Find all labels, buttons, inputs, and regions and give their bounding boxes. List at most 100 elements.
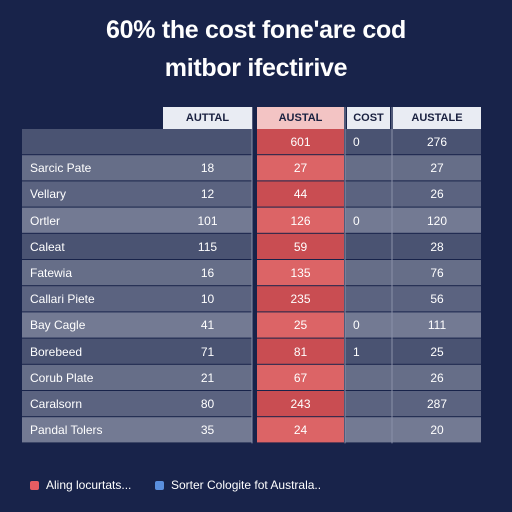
highlight-cell <box>257 155 344 181</box>
legend-red-label: Aling locurtats... <box>46 478 132 492</box>
highlight-cell <box>257 417 344 443</box>
row-label: Caralsorn <box>30 397 83 411</box>
highlight-cell <box>257 260 344 286</box>
row-label: Bay Cagle <box>30 318 86 333</box>
table-cell <box>347 260 390 286</box>
table-cell <box>347 181 390 207</box>
row-stripe-right <box>345 233 481 259</box>
table-cell <box>163 129 252 155</box>
highlight-cell <box>257 286 344 312</box>
table-cell: 71 <box>200 344 215 359</box>
legend-red-swatch <box>30 480 39 490</box>
table-cell: 25 <box>430 344 444 359</box>
row-stripe-right <box>345 312 481 338</box>
table-cell: 24 <box>293 423 308 438</box>
row-stripe-left <box>22 155 252 181</box>
column-header: COST <box>347 107 390 129</box>
row-stripe-left <box>22 338 252 364</box>
highlight-cell <box>257 181 344 207</box>
row-label: Fatewia <box>30 266 73 280</box>
table-cell: 12 <box>200 187 215 202</box>
column-header: AUTTAL <box>163 107 252 129</box>
table-cell: 27 <box>293 161 308 176</box>
table-cell: 135 <box>290 266 311 280</box>
table-cell: 10 <box>200 292 215 307</box>
table-cell: 28 <box>430 239 444 254</box>
table-cell <box>347 391 390 417</box>
table-cell: 44 <box>293 187 308 202</box>
table-cell: 27 <box>430 161 444 176</box>
row-label: Vellary <box>30 187 67 202</box>
table-cell: 601 <box>290 135 311 149</box>
legend-item-blue: Sorter Cologite fot Australa.. <box>155 478 321 492</box>
table-cell: 21 <box>200 370 215 385</box>
row-stripe-right <box>345 207 481 233</box>
table-cell: 81 <box>293 344 308 359</box>
row-stripe-right <box>345 364 481 390</box>
table-cell: 0 <box>353 318 360 333</box>
row-stripe-right <box>345 391 481 417</box>
table-cell: 111 <box>427 318 447 333</box>
row-stripe-right <box>345 338 481 364</box>
row-stripe-left <box>22 129 252 155</box>
table-cell: 26 <box>430 370 444 385</box>
legend-blue-label: Sorter Cologite fot Australa.. <box>171 478 322 492</box>
table-cell: 287 <box>426 397 448 411</box>
table-cell: 76 <box>430 266 444 280</box>
row-label: Corub Plate <box>30 370 94 385</box>
table-cell: 243 <box>290 397 311 411</box>
highlight-cell <box>257 338 344 364</box>
table-cell <box>347 286 390 312</box>
row-stripe-left <box>22 286 252 312</box>
row-label: Borebeed <box>30 344 83 359</box>
row-label: Sarcic Pate <box>30 161 92 176</box>
column-header: AUSTALE <box>393 107 481 129</box>
row-stripe-right <box>345 260 481 286</box>
row-stripe-left <box>22 260 252 286</box>
table-cell: 59 <box>293 239 308 254</box>
table-cell: 80 <box>200 397 215 411</box>
chart-title-line-1: 60% the cost fone'are cod <box>106 16 406 44</box>
chart-title-line-2: mitbor ifectirive <box>164 54 348 82</box>
table-cell: 235 <box>290 292 311 307</box>
table-cell: 41 <box>200 318 215 333</box>
table-cell: 101 <box>197 213 218 228</box>
row-label: Ortler <box>30 213 60 228</box>
row-stripe-left <box>22 207 252 233</box>
row-stripe-left <box>22 312 252 338</box>
row-stripe-right <box>345 129 481 155</box>
row-label: Pandal Tolers <box>30 423 103 438</box>
table-cell: 56 <box>430 292 444 307</box>
table-cell: 1 <box>353 344 360 359</box>
highlight-cell <box>257 391 344 417</box>
table-cell: 35 <box>200 423 215 438</box>
table-cell: 0 <box>353 213 360 228</box>
table-cell: 25 <box>293 318 308 333</box>
table-cell: 0 <box>353 135 360 149</box>
highlight-cell <box>257 207 344 233</box>
row-stripe-left <box>22 181 252 207</box>
table-cell: 120 <box>426 213 448 228</box>
highlight-cell <box>257 233 344 259</box>
row-label: Callari Piete <box>30 292 95 307</box>
table-cell: 18 <box>200 161 215 176</box>
table-cell <box>347 155 390 181</box>
table-cell <box>347 234 390 260</box>
table-cell: 67 <box>293 370 308 385</box>
highlight-cell <box>257 312 344 338</box>
row-stripe-right <box>345 286 481 312</box>
row-stripe-left <box>22 233 252 259</box>
table-cell: 16 <box>200 266 215 280</box>
table-cell: 20 <box>430 423 444 438</box>
column-header: AUSTAL <box>257 107 344 129</box>
row-stripe-left <box>22 364 252 390</box>
highlight-cell <box>257 364 344 390</box>
row-stripe-left <box>22 391 252 417</box>
row-stripe-right <box>345 417 481 443</box>
table-cell <box>347 365 390 391</box>
table-cell: 26 <box>430 187 444 202</box>
table-cell: 115 <box>197 239 218 254</box>
row-stripe-left <box>22 417 252 443</box>
table-cell <box>347 417 390 443</box>
